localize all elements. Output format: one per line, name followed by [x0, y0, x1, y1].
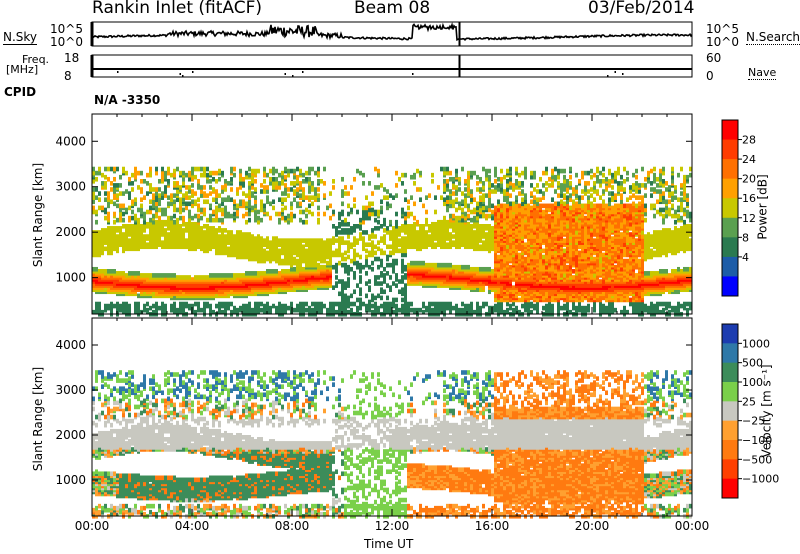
- time-xtick-label: 12:00: [375, 519, 410, 533]
- velocity-colorbar-tick-label: 500: [742, 357, 763, 370]
- velocity-ytick-label: 3000: [55, 383, 86, 397]
- velocity-colorbar-frame: [721, 323, 739, 499]
- velocity-colorbar-segment: [722, 420, 738, 441]
- noise-tick-high-left: 10^5: [50, 22, 83, 36]
- power-colorbar-segment: [722, 217, 738, 238]
- noise-sky-trace: [91, 22, 693, 42]
- nave-dot: [284, 73, 286, 75]
- date-title: 03/Feb/2014: [588, 0, 695, 18]
- nave-dot: [412, 73, 414, 75]
- time-xtick-label: 20:00: [575, 519, 610, 533]
- power-heatmap-cells: [92, 166, 692, 317]
- nave-dot: [302, 71, 304, 73]
- velocity-colorbar-segment: [722, 343, 738, 364]
- power-colorbar-segment: [722, 198, 738, 219]
- velocity-colorbar-segment: [722, 382, 738, 402]
- power-colorbar-tick-label: 24: [742, 153, 756, 166]
- beam-title: Beam 08: [354, 0, 431, 18]
- power-colorbar-tick-label: 20: [742, 173, 756, 186]
- nsearch-label: N.Search: [746, 30, 800, 45]
- freq-tick-high: 18: [64, 51, 80, 65]
- nave-label: Nave: [748, 66, 777, 80]
- velocity-colorbar-segment: [722, 362, 738, 383]
- nave-dot: [179, 73, 181, 75]
- freq-label-2: [MHz]: [6, 63, 39, 76]
- velocity-colorbar-segment: [722, 440, 738, 460]
- power-colorbar-segment: [722, 178, 738, 199]
- power-colorbar-frame: [721, 119, 739, 297]
- velocity-ytick-label: 4000: [55, 338, 86, 352]
- power-colorbar-tick-label: 28: [742, 134, 756, 147]
- velocity-colorbar-tick-label: 100: [742, 376, 763, 389]
- time-xtick-label: 00:00: [75, 519, 110, 533]
- velocity-ytick-label: 1000: [55, 473, 86, 487]
- power-colorbar-tick-label: 4: [742, 251, 749, 264]
- power-colorbar-segment: [722, 120, 738, 141]
- freq-tick-low: 8: [64, 69, 72, 83]
- velocity-heatmap-cells: [92, 370, 692, 519]
- power-ytick-label: 1000: [55, 271, 86, 285]
- cpid-value: N/A -3350: [94, 93, 161, 107]
- nave-tick-low: 0: [706, 69, 714, 83]
- nave-dot: [614, 71, 616, 73]
- velocity-colorbar-tick-label: 25: [742, 395, 756, 408]
- velocity-ytick-label: 2000: [55, 428, 86, 442]
- time-xtick-label: 00:00: [675, 519, 710, 533]
- nave-dot: [622, 73, 624, 75]
- power-colorbar-tick-label: 16: [742, 192, 756, 205]
- noise-panel-frame: [91, 21, 693, 47]
- velocity-colorbar-segment: [722, 401, 738, 422]
- velocity-colorbar-segment: [722, 478, 738, 499]
- velocity-colorbar-tick-label: −500: [742, 453, 772, 466]
- time-xtick-label: 16:00: [475, 519, 510, 533]
- nave-dot: [117, 71, 119, 73]
- velocity-colorbar-segment: [722, 324, 738, 344]
- time-xtick-label: 04:00: [175, 519, 210, 533]
- nave-dot: [182, 75, 184, 77]
- velocity-colorbar-segment: [722, 459, 738, 480]
- nsky-label: N.Sky: [3, 30, 38, 45]
- power-colorbar-segment: [722, 256, 738, 277]
- freq-label-1: Freq.: [22, 53, 50, 66]
- station-title: Rankin Inlet (fitACF): [92, 0, 263, 18]
- freq-panel-frame: [91, 54, 693, 78]
- nave-dot: [192, 71, 194, 73]
- power-ytick-label: 4000: [55, 134, 86, 148]
- velocity-colorbar-tick-label: −25: [742, 415, 765, 428]
- power-colorbar-segment: [722, 237, 738, 258]
- power-colorbar-tick-label: 12: [742, 212, 756, 225]
- nave-dot: [607, 75, 609, 77]
- velocity-colorbar-tick-label: −100: [742, 434, 772, 447]
- power-colorbar-tick-label: 8: [742, 231, 749, 244]
- noise-tick-low-right: 10^0: [706, 35, 739, 49]
- power-ytick-label: 3000: [55, 180, 86, 194]
- power-colorbar-segment: [722, 139, 738, 160]
- noise-tick-low-left: 10^0: [50, 35, 83, 49]
- time-xtick-label: 08:00: [275, 519, 310, 533]
- noise-tick-high-right: 10^5: [706, 22, 739, 36]
- velocity-colorbar-tick-label: −1000: [742, 473, 779, 486]
- nave-dot: [292, 75, 294, 77]
- power-colorbar-segment: [722, 159, 738, 180]
- velocity-colorbar-tick-label: 1000: [742, 337, 770, 350]
- cpid-label: CPID: [4, 85, 37, 99]
- nave-tick-high: 60: [706, 51, 722, 65]
- time-xlabel: Time UT: [364, 537, 414, 551]
- power-ytick-label: 2000: [55, 225, 86, 239]
- power-colorbar-segment: [722, 276, 738, 297]
